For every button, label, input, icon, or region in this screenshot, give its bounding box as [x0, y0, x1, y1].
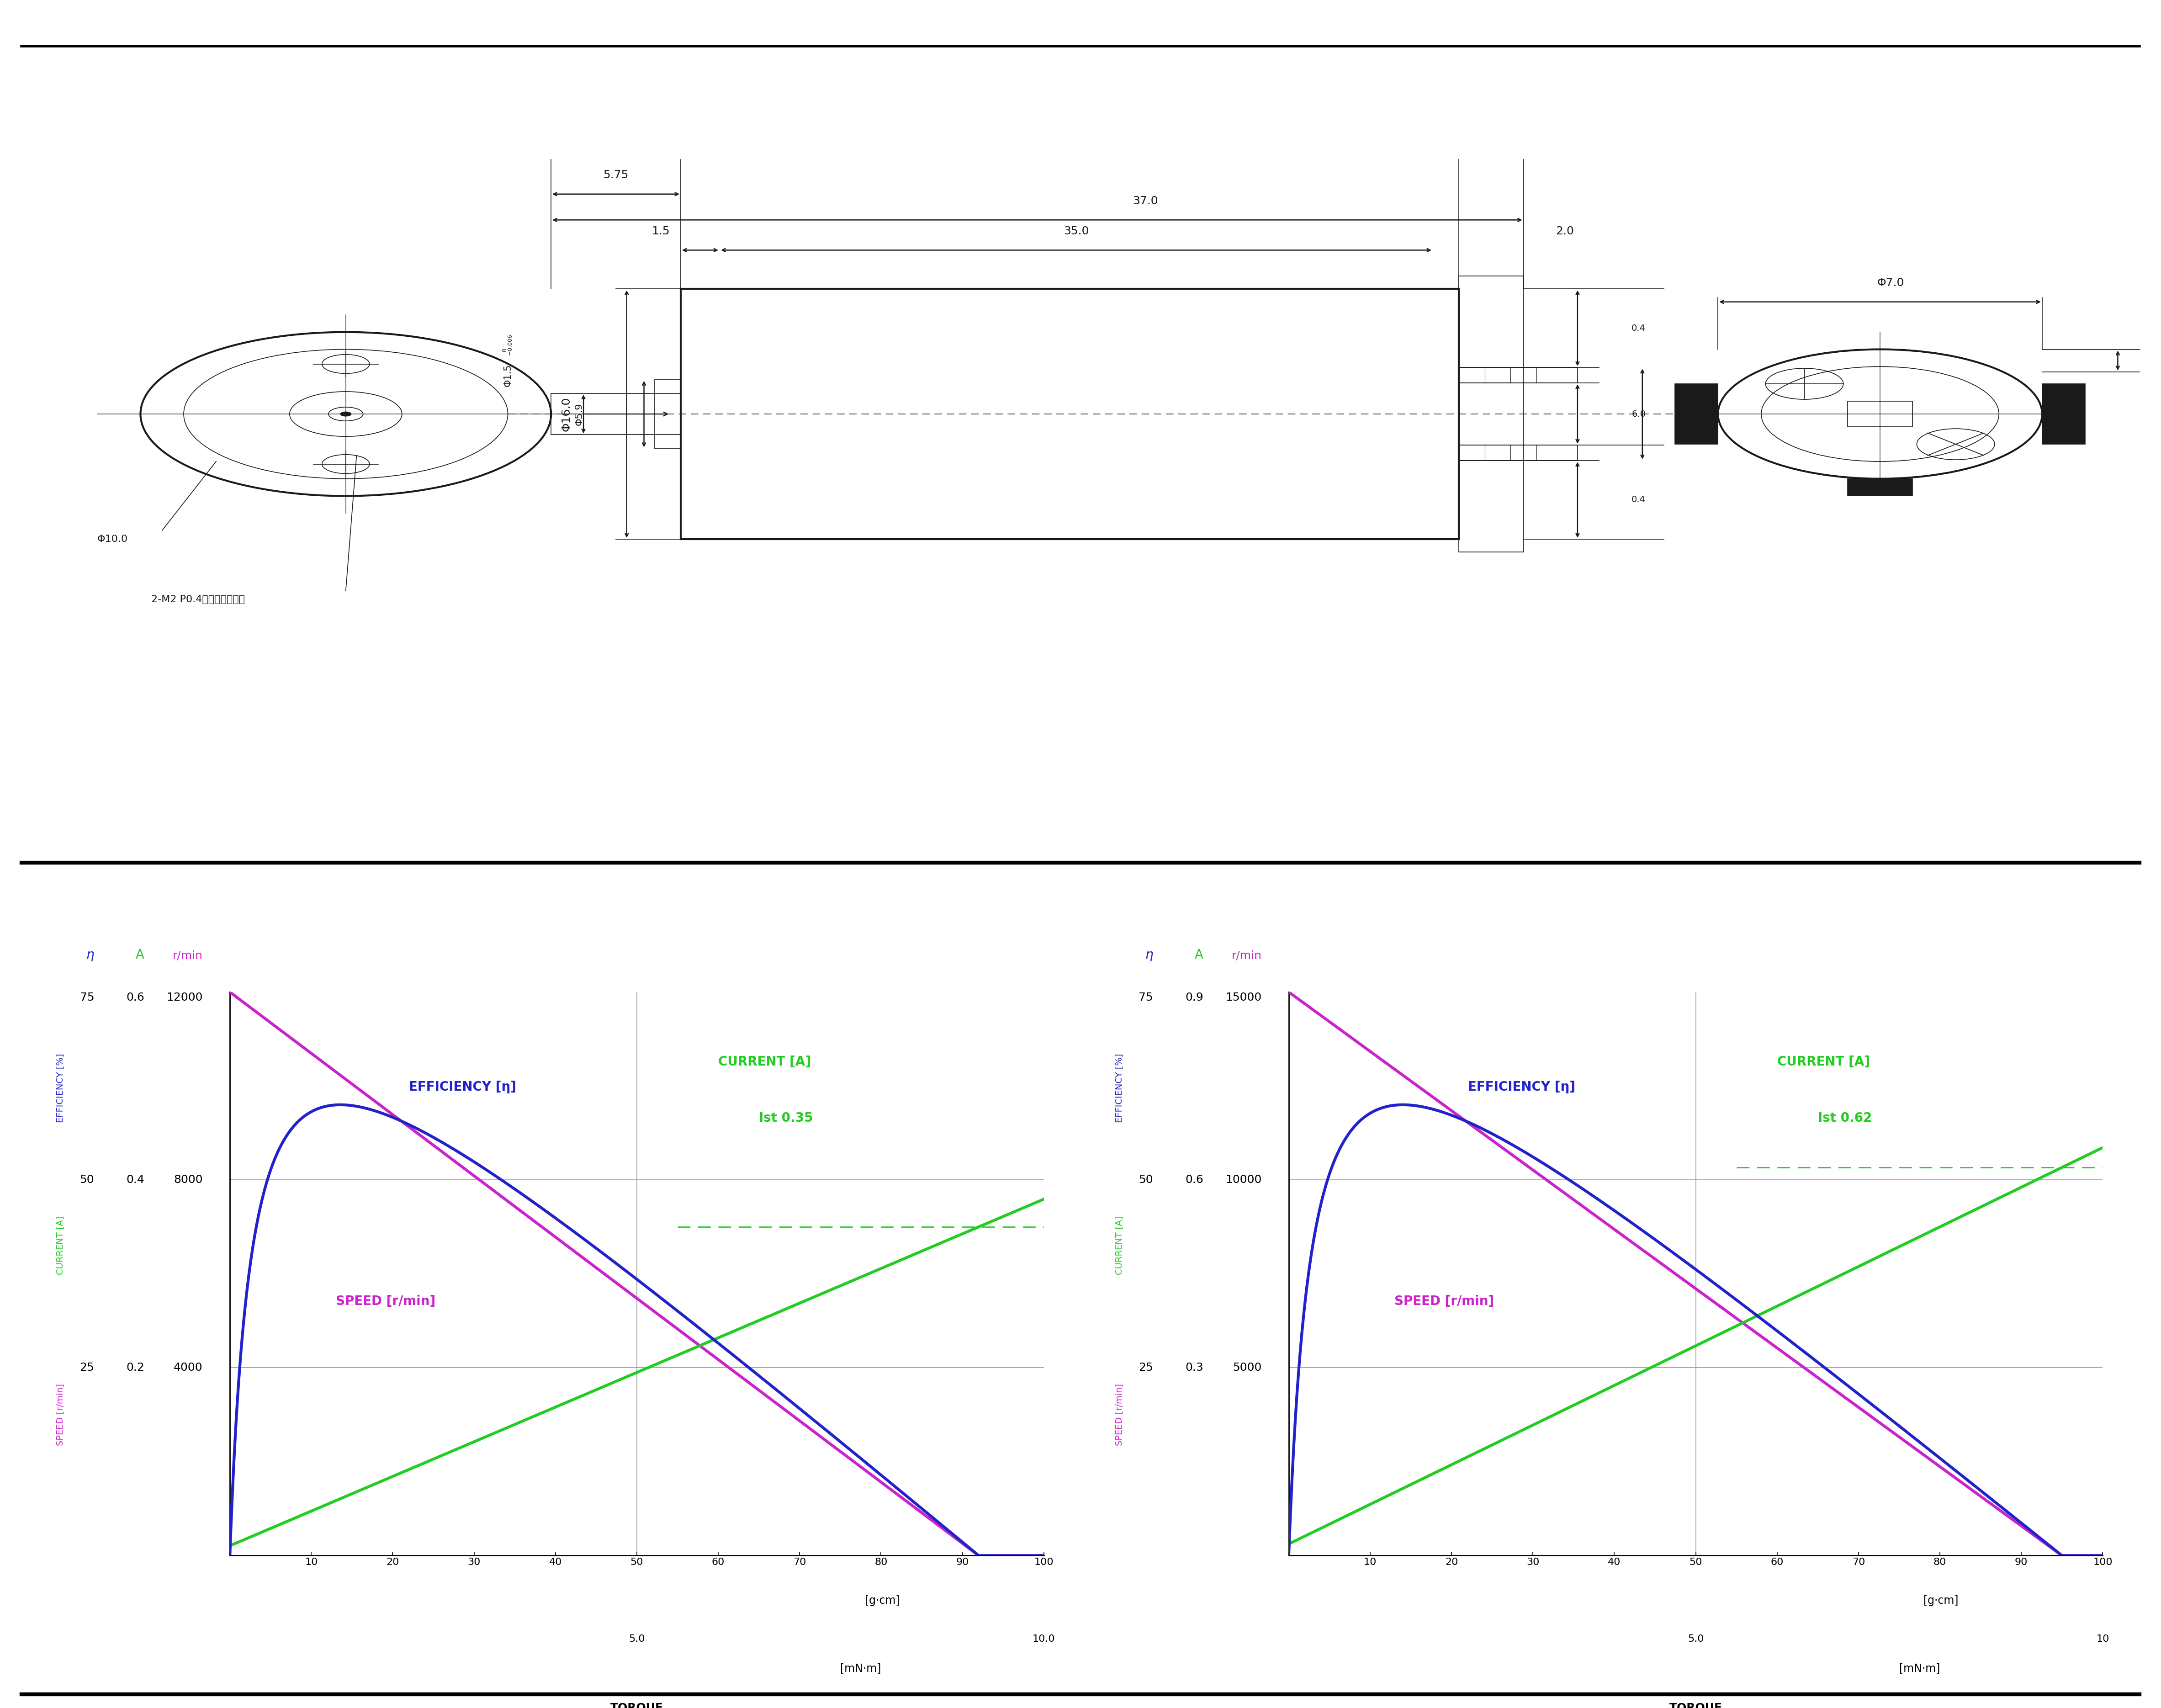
- Text: Ist 0.35: Ist 0.35: [759, 1112, 813, 1124]
- Text: 5.75: 5.75: [603, 169, 629, 181]
- Text: SPEED [r/min]: SPEED [r/min]: [335, 1295, 434, 1308]
- Text: CURRENT [A]: CURRENT [A]: [717, 1056, 810, 1068]
- Text: 6.0: 6.0: [1632, 410, 1647, 418]
- Text: FMR1635 L1: FMR1635 L1: [80, 922, 246, 946]
- Text: 25: 25: [80, 1363, 95, 1373]
- Text: A: A: [136, 948, 145, 962]
- Text: Φ1.5: Φ1.5: [504, 364, 512, 386]
- Text: EFFICIENCY [%]: EFFICIENCY [%]: [56, 1054, 65, 1122]
- Text: 35.0: 35.0: [1063, 225, 1089, 237]
- Text: 2.0: 2.0: [1556, 225, 1573, 237]
- Text: 10.0: 10.0: [1033, 1635, 1055, 1643]
- Text: 0.6: 0.6: [1184, 1175, 1204, 1185]
- Text: $^{\ \ 0}_{-0.006}$: $^{\ \ 0}_{-0.006}$: [501, 335, 514, 355]
- Bar: [1848, 401, 1912, 427]
- Text: 0.4: 0.4: [125, 1175, 145, 1185]
- Text: η: η: [1145, 948, 1154, 962]
- Bar: [1675, 384, 1718, 444]
- Text: FMR1635 L2C: FMR1635 L2C: [1139, 922, 1323, 946]
- Text: 11.2: 11.2: [1696, 410, 1716, 418]
- Text: [g·cm]: [g·cm]: [864, 1595, 899, 1606]
- Text: r/min: r/min: [173, 950, 203, 962]
- Text: 12000: 12000: [166, 992, 203, 1003]
- Text: TORQUE: TORQUE: [609, 1703, 663, 1708]
- Text: r/min: r/min: [1232, 950, 1262, 962]
- Bar: [2042, 384, 2085, 444]
- Text: 75: 75: [80, 992, 95, 1003]
- Text: 4000: 4000: [173, 1363, 203, 1373]
- Text: [mN·m]: [mN·m]: [841, 1662, 882, 1674]
- Text: 0.6: 0.6: [125, 992, 145, 1003]
- Text: EFFICIENCY [η]: EFFICIENCY [η]: [1467, 1081, 1575, 1093]
- Text: TORQUE: TORQUE: [1668, 1703, 1722, 1708]
- Text: 5.0: 5.0: [1688, 1635, 1703, 1643]
- Bar: [1459, 446, 1578, 461]
- Bar: [1459, 367, 1578, 383]
- Text: 15000: 15000: [1225, 992, 1262, 1003]
- Bar: [1459, 277, 1524, 552]
- Text: CURRENT [A]: CURRENT [A]: [1115, 1216, 1124, 1274]
- Text: 5.0: 5.0: [629, 1635, 644, 1643]
- Text: A: A: [1195, 948, 1204, 962]
- Text: 10: 10: [2096, 1635, 2109, 1643]
- Text: 10000: 10000: [1225, 1175, 1262, 1185]
- Text: 0.4: 0.4: [1632, 325, 1647, 333]
- Text: [g·cm]: [g·cm]: [1923, 1595, 1958, 1606]
- Bar: [681, 289, 1459, 540]
- Text: 0.4: 0.4: [1632, 495, 1647, 504]
- Bar: [551, 393, 681, 436]
- Circle shape: [341, 412, 350, 417]
- Text: 0.3: 0.3: [1184, 1363, 1204, 1373]
- Text: 50: 50: [80, 1175, 95, 1185]
- Text: 8000: 8000: [173, 1175, 203, 1185]
- Text: CURRENT [A]: CURRENT [A]: [56, 1216, 65, 1274]
- Text: 0.9: 0.9: [1184, 992, 1204, 1003]
- Text: 24V: 24V: [2040, 922, 2092, 946]
- Text: 25: 25: [1139, 1363, 1154, 1373]
- Text: Φ16.0: Φ16.0: [560, 396, 573, 430]
- Text: SPEED [r/min]: SPEED [r/min]: [1115, 1383, 1124, 1445]
- Text: Φ7.0: Φ7.0: [1878, 277, 1904, 289]
- Text: SPEED [r/min]: SPEED [r/min]: [1394, 1295, 1493, 1308]
- Bar: [655, 379, 681, 449]
- Text: [mN·m]: [mN·m]: [1900, 1662, 1941, 1674]
- Text: EFFICIENCY [%]: EFFICIENCY [%]: [1115, 1054, 1124, 1122]
- Text: Φ5.9: Φ5.9: [575, 403, 583, 425]
- Text: Φ10.0: Φ10.0: [97, 535, 127, 543]
- Text: 2-M2 P0.4インボスタップ: 2-M2 P0.4インボスタップ: [151, 594, 244, 605]
- Text: 50: 50: [1139, 1175, 1154, 1185]
- Text: 37.0: 37.0: [1132, 195, 1158, 207]
- Text: 75: 75: [1139, 992, 1154, 1003]
- Text: EFFICIENCY [η]: EFFICIENCY [η]: [408, 1081, 516, 1093]
- Bar: [1848, 478, 1912, 495]
- Text: Ist 0.62: Ist 0.62: [1817, 1112, 1871, 1124]
- Text: 0.2: 0.2: [125, 1363, 145, 1373]
- Text: 24V: 24V: [981, 922, 1033, 946]
- Text: 1.5: 1.5: [653, 225, 670, 237]
- Text: SPEED [r/min]: SPEED [r/min]: [56, 1383, 65, 1445]
- Text: η: η: [86, 948, 95, 962]
- Text: CURRENT [A]: CURRENT [A]: [1776, 1056, 1869, 1068]
- Text: 5000: 5000: [1232, 1363, 1262, 1373]
